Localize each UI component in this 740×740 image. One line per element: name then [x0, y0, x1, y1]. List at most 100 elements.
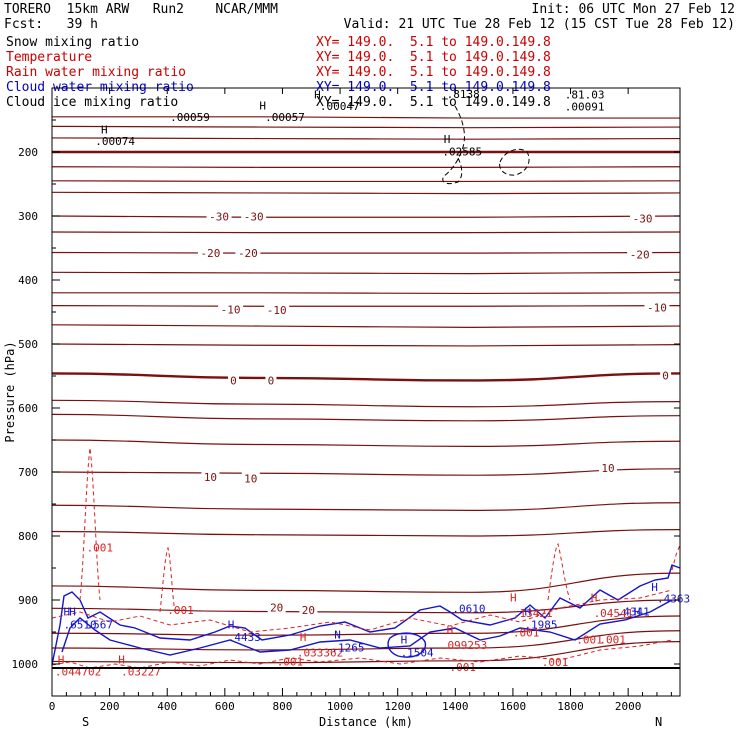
ice-contour-upper — [442, 105, 465, 185]
end-label-south: S — [82, 715, 89, 729]
cloud-contour-label: H — [228, 618, 235, 631]
rain-contour-label: .13421 — [513, 607, 553, 620]
rain-contour-label: H — [118, 654, 125, 667]
cloud-contour-label: N — [334, 629, 341, 642]
ice-contour-label: H — [259, 99, 266, 112]
ice-contour-label: H — [101, 124, 108, 137]
ice-contour-label: .00059 — [170, 111, 210, 124]
isotherm-line — [51, 413, 681, 422]
cloud-contour-label: .1985 — [524, 618, 557, 631]
temp-contour-label: 0 — [230, 374, 237, 387]
temp-contour-label: 10 — [204, 471, 217, 484]
temp-contour-label: 0 — [268, 374, 275, 387]
temp-contour-label: -20 — [238, 247, 258, 260]
x-tick-label: 2000 — [615, 700, 642, 713]
rain-contour-label: .001 — [277, 655, 304, 668]
y-tick-label: 1000 — [12, 658, 39, 671]
isotherm-line — [51, 215, 681, 218]
label-mask — [598, 462, 617, 474]
legend-rain-xy: XY= 149.0. 5.1 to 149.0.149.8 — [316, 65, 551, 80]
y-tick-label: 600 — [18, 402, 38, 415]
x-tick-label: 1800 — [557, 700, 584, 713]
y-axis-label: Pressure (hPa) — [3, 341, 17, 442]
cloud-contour-inner — [61, 599, 673, 656]
cloud-contour-label: .0610 — [452, 602, 485, 615]
isotherm-line — [51, 343, 681, 347]
x-tick-label: 800 — [273, 700, 293, 713]
isotherm-line — [51, 137, 681, 140]
ice-contour-label: .00047 — [320, 100, 360, 113]
ice-contour-label: .81.03 — [565, 88, 605, 101]
y-tick-label: 500 — [18, 338, 38, 351]
x-tick-label: 0 — [49, 700, 56, 713]
label-mask — [227, 374, 239, 386]
legend-rain-name: Rain water mixing ratio — [6, 65, 187, 80]
forecast-hour: Fcst: 39 h — [4, 17, 98, 32]
y-tick-label: 400 — [18, 274, 38, 287]
rain-right-extension — [671, 544, 681, 571]
legend-snow-xy: XY= 149.0. 5.1 to 149.0.149.8 — [316, 35, 551, 50]
y-tick-label: 300 — [18, 210, 38, 223]
x-tick-label: 400 — [157, 700, 177, 713]
temp-contour-label: -10 — [647, 302, 667, 315]
x-tick-label: 1000 — [327, 700, 354, 713]
temp-contour-label: 10 — [244, 472, 257, 485]
cloud-contour-label: H — [69, 606, 76, 619]
rain-contour-label: .099253 — [441, 639, 487, 652]
label-mask — [630, 212, 656, 224]
model-title: TORERO 15km ARW Run2 NCAR/MMM — [4, 2, 278, 17]
cloud-contour-label: .4363 — [657, 593, 690, 606]
cloud-contour-closed — [387, 632, 427, 658]
isotherm-line — [51, 324, 681, 328]
legend-cloud-ice-xy: XY= 149.0. 5.1 to 149.0.149.8 — [316, 95, 551, 110]
cloud-contour-label: .1265 — [331, 641, 364, 654]
isotherm-line — [51, 271, 681, 275]
ice-contour-label: .02585 — [442, 145, 482, 158]
isotherm-line — [51, 251, 681, 254]
temp-contour-label: 20 — [302, 604, 315, 617]
cloud-contour-label: .6510 — [64, 618, 97, 631]
rain-spike-left — [79, 447, 101, 601]
rain-upper-band — [51, 589, 673, 633]
cloud-ice-contours — [442, 105, 530, 185]
rain-contour-label: .001 — [542, 656, 569, 669]
isotherm-line — [51, 372, 681, 382]
isotherm-line — [51, 439, 681, 448]
y-tick-label: 800 — [18, 530, 38, 543]
valid-time: Valid: 21 UTC Tue 28 Feb 12 (15 CST Tue … — [343, 17, 735, 32]
temp-contour-label: 0 — [662, 369, 669, 382]
label-mask — [264, 304, 290, 316]
isotherm-line — [51, 166, 681, 168]
isotherm-line — [51, 305, 681, 307]
isotherm-line — [51, 468, 681, 476]
temp-contour-label: -30 — [244, 211, 264, 224]
label-mask — [644, 301, 670, 313]
x-tick-label: 600 — [215, 700, 235, 713]
ice-contour-label: H — [314, 88, 321, 101]
label-mask — [197, 247, 223, 259]
rain-contour-label: .001 — [599, 634, 626, 647]
x-tick-label: 1200 — [384, 700, 411, 713]
init-time: Init: 06 UTC Mon 27 Feb 12 — [531, 2, 736, 17]
x-axis-label: Distance (km) — [319, 715, 413, 729]
axes: 0 200 400 600 800 1000 1200 1400 1600 1800 2000200… — [12, 87, 681, 713]
label-mask — [627, 248, 653, 260]
rain-contour-label: H — [447, 624, 454, 637]
rain-spike-mid — [159, 546, 176, 613]
cloud-contour-outer — [51, 564, 681, 666]
isotherm-line — [51, 630, 681, 651]
temp-contour-label: -10 — [267, 304, 287, 317]
label-mask — [241, 210, 267, 222]
cloud-contour-label: .1504 — [401, 646, 434, 659]
cloud-contour-label: H — [401, 634, 408, 647]
cloud-contour-label: H — [64, 606, 71, 619]
cloud-water-contours — [51, 564, 681, 666]
temp-contour-label: 20 — [270, 602, 283, 615]
ice-contour-label: .00074 — [95, 135, 135, 148]
x-tick-label: 200 — [100, 700, 120, 713]
contour-labels: H.00047H.00057.00059H.00074.8138H.02585.… — [55, 88, 690, 679]
temp-contour-label: -20 — [630, 248, 650, 261]
temperature-isotherms — [51, 116, 681, 664]
rain-low-band — [51, 639, 673, 669]
